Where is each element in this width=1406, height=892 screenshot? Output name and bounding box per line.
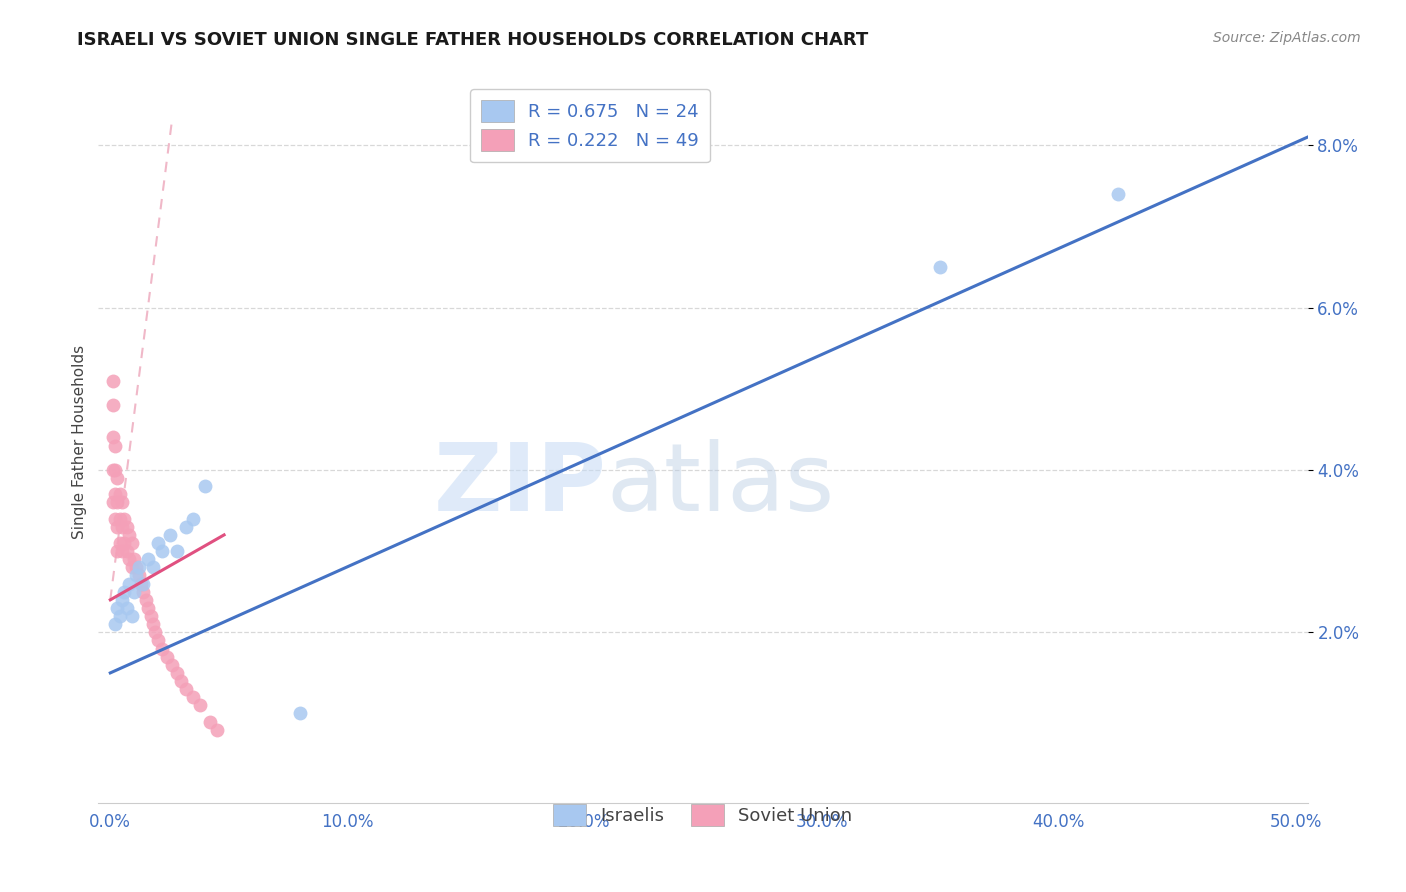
Point [174,520,197,534]
Point [104,511,127,525]
Point [146,633,169,648]
Point [101,398,124,412]
Point [111,544,134,558]
Point [118,552,141,566]
Point [174,682,197,697]
Point [115,520,138,534]
Point [143,625,166,640]
Point [108,487,131,501]
Text: Source: ZipAtlas.com: Source: ZipAtlas.com [1213,31,1361,45]
Point [105,471,128,485]
Point [104,617,127,632]
Point [105,495,128,509]
Point [142,560,165,574]
Point [152,641,174,656]
Point [115,601,138,615]
Point [101,495,124,509]
Point [160,657,183,672]
Point [159,528,181,542]
Point [128,568,150,582]
Point [111,495,134,509]
Point [129,576,152,591]
Point [114,536,136,550]
Point [105,544,128,558]
Point [122,584,145,599]
Point [288,706,311,721]
Point [181,511,204,525]
Point [929,260,952,274]
Point [146,536,169,550]
Point [136,601,159,615]
Point [118,576,141,591]
Text: atlas: atlas [606,439,835,531]
Point [118,528,141,542]
Point [132,584,155,599]
Point [105,601,128,615]
Point [139,609,162,624]
Text: ZIP: ZIP [433,439,606,531]
Point [111,592,134,607]
Point [111,520,134,534]
Point [194,479,217,493]
Point [105,520,128,534]
Point [198,714,221,729]
Point [122,552,145,566]
Point [156,649,179,664]
Point [108,511,131,525]
Point [108,536,131,550]
Point [166,544,188,558]
Point [166,665,188,680]
Point [128,560,150,574]
Point [121,536,143,550]
Point [125,560,148,574]
Y-axis label: Single Father Households: Single Father Households [72,344,87,539]
Point [108,609,131,624]
Text: ISRAELI VS SOVIET UNION SINGLE FATHER HOUSEHOLDS CORRELATION CHART: ISRAELI VS SOVIET UNION SINGLE FATHER HO… [77,31,869,49]
Point [205,723,228,737]
Point [104,463,127,477]
Point [104,487,127,501]
Point [132,576,155,591]
Point [142,617,165,632]
Point [170,673,193,688]
Point [114,584,136,599]
Point [114,511,136,525]
Point [115,544,138,558]
Point [181,690,204,705]
Legend: Israelis, Soviet Union: Israelis, Soviet Union [546,797,860,833]
Point [121,560,143,574]
Point [101,463,124,477]
Point [125,568,148,582]
Point [101,430,124,444]
Point [135,592,157,607]
Point [152,544,174,558]
Point [104,439,127,453]
Point [136,552,159,566]
Point [101,374,124,388]
Point [1107,186,1129,201]
Point [190,698,212,713]
Point [121,609,143,624]
